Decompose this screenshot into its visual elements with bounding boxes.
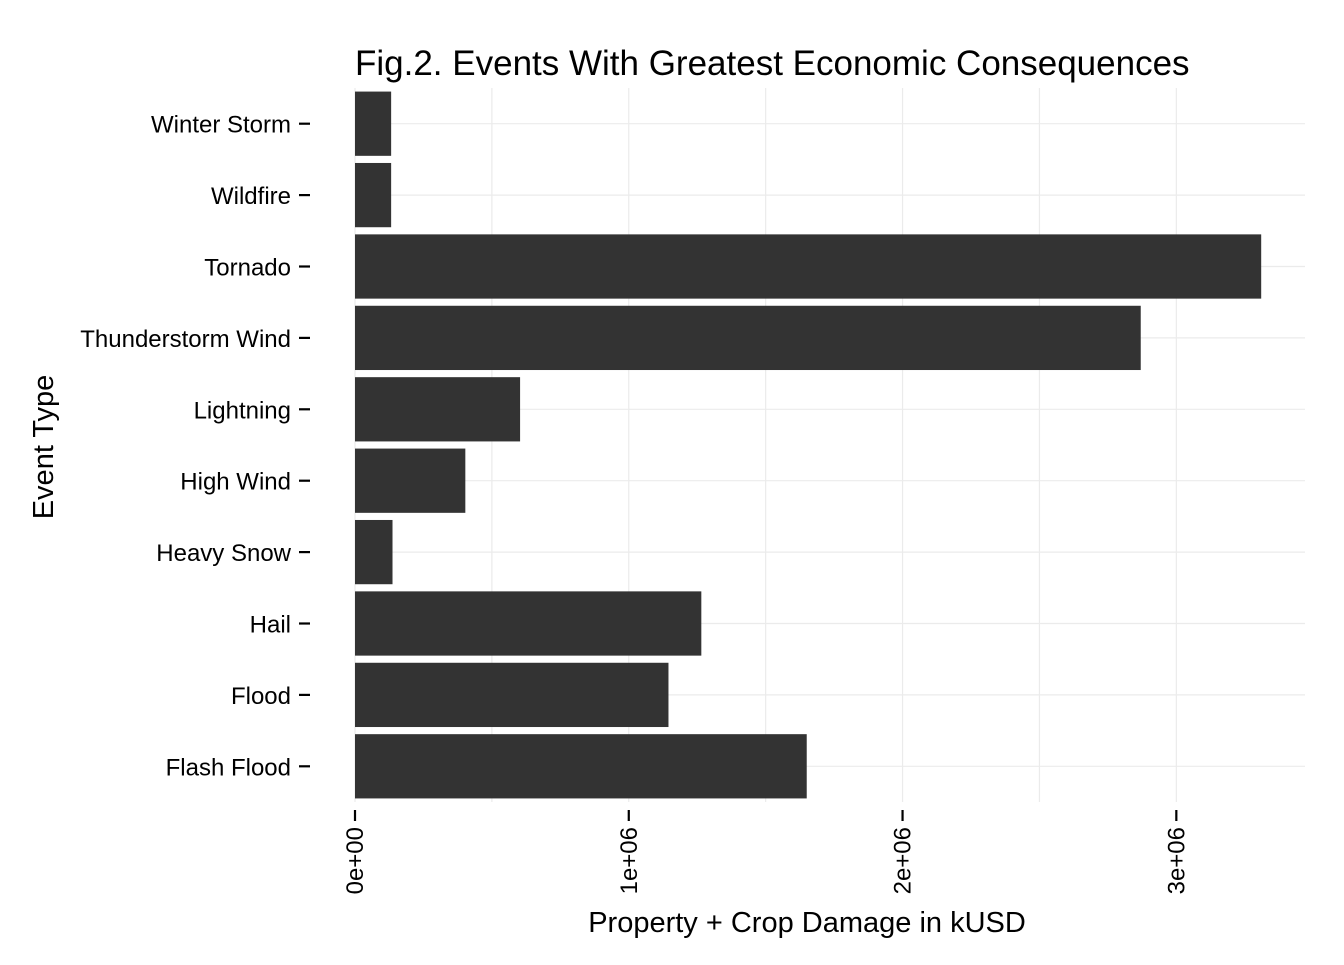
y-tick-label: Wildfire bbox=[211, 183, 291, 210]
x-tick-label: 1e+06 bbox=[616, 827, 643, 894]
y-tick-label: Winter Storm bbox=[151, 112, 291, 139]
x-tick-label: 2e+06 bbox=[890, 827, 917, 894]
y-tick-label: Thunderstorm Wind bbox=[80, 326, 291, 353]
y-tick-label: High Wind bbox=[180, 469, 291, 496]
x-axis-title: Property + Crop Damage in kUSD bbox=[588, 907, 1026, 939]
bar-flood bbox=[355, 662, 669, 728]
bar-lightning bbox=[355, 377, 521, 442]
x-tick-label: 3e+06 bbox=[1163, 827, 1190, 894]
x-tick-label: 0e+00 bbox=[342, 827, 369, 894]
bars bbox=[355, 91, 1262, 799]
bar-thunderstorm-wind bbox=[355, 305, 1141, 371]
axes: Flash Flood Flood Hail Heavy Snow High Wind L… bbox=[80, 112, 1190, 895]
chart-title: Fig.2. Events With Greatest Economic Con… bbox=[355, 44, 1190, 83]
bar-flash-flood bbox=[355, 734, 807, 799]
y-tick-label: Hail bbox=[250, 612, 291, 639]
y-tick-label: Flash Flood bbox=[166, 754, 291, 781]
bar-heavy-snow bbox=[355, 519, 393, 585]
y-tick-label: Tornado bbox=[204, 255, 291, 282]
y-axis-title: Event Type bbox=[28, 375, 60, 520]
bar-hail bbox=[355, 591, 702, 656]
y-tick-label: Lightning bbox=[194, 397, 291, 424]
bar-high-wind bbox=[355, 448, 466, 513]
bar-winter-storm bbox=[355, 91, 392, 156]
y-tick-label: Flood bbox=[231, 683, 291, 710]
bar-tornado bbox=[355, 234, 1262, 299]
y-tick-label: Heavy Snow bbox=[156, 540, 291, 567]
bar-wildfire bbox=[355, 162, 392, 228]
